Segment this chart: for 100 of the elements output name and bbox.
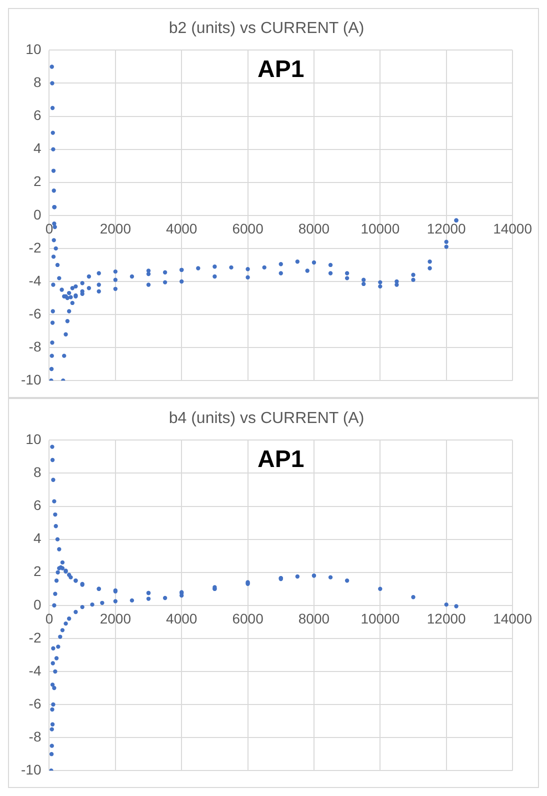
point <box>411 595 416 600</box>
point <box>428 266 432 270</box>
point <box>162 280 168 284</box>
point <box>50 320 55 325</box>
y-tick-label: -10 <box>21 761 42 778</box>
point <box>312 260 316 265</box>
point <box>295 574 300 579</box>
y-tick-label: 6 <box>33 497 42 514</box>
point <box>444 602 448 607</box>
x-tick-label: 12000 <box>426 610 466 627</box>
point <box>66 309 72 314</box>
point <box>64 621 68 626</box>
x-tick-label: 8000 <box>298 610 330 627</box>
y-tick-label: 4 <box>33 140 42 156</box>
point <box>96 282 101 287</box>
x-tick-label: 6000 <box>232 220 264 237</box>
point <box>344 276 350 280</box>
point <box>56 570 60 574</box>
point <box>278 271 283 276</box>
point <box>54 578 59 583</box>
y-tick-label: -6 <box>28 305 42 322</box>
point <box>162 270 168 274</box>
y-tick-label: 2 <box>33 563 42 580</box>
point <box>50 707 54 712</box>
point <box>344 271 350 276</box>
point <box>51 702 56 707</box>
point <box>90 602 94 607</box>
x-tick-label: 10000 <box>360 220 400 237</box>
point <box>74 610 78 614</box>
point <box>444 240 448 244</box>
point <box>378 284 382 289</box>
x-tick-label: 14000 <box>493 610 532 627</box>
point <box>113 278 118 282</box>
point <box>50 340 54 345</box>
point <box>394 279 399 284</box>
point <box>86 286 92 290</box>
point <box>68 575 73 580</box>
x-tick-label: 2000 <box>100 220 132 237</box>
point <box>96 289 101 294</box>
point <box>50 64 54 69</box>
point <box>262 265 266 270</box>
point <box>53 512 58 517</box>
point <box>394 282 399 287</box>
point <box>68 295 73 300</box>
point <box>52 603 56 608</box>
y-tick-label: 0 <box>33 206 42 222</box>
point <box>229 265 234 270</box>
point <box>212 274 217 279</box>
y-tick-label: 4 <box>33 530 42 546</box>
point <box>60 288 64 292</box>
point <box>57 547 62 552</box>
annotation: AP1 <box>258 446 304 473</box>
point <box>344 578 350 583</box>
point <box>411 272 416 277</box>
point <box>86 274 92 279</box>
point <box>113 269 118 274</box>
point <box>50 81 54 86</box>
x-tick-label: 12000 <box>426 220 466 237</box>
point <box>328 575 333 580</box>
point <box>51 147 56 152</box>
point <box>162 596 168 600</box>
point <box>96 271 101 276</box>
point <box>62 354 66 358</box>
y-tick-label: 2 <box>33 173 42 190</box>
y-tick-label: -10 <box>21 371 42 388</box>
point <box>52 188 56 193</box>
y-tick-label: 0 <box>33 596 42 612</box>
point <box>53 592 58 596</box>
point <box>51 168 56 173</box>
point <box>60 560 65 565</box>
point <box>49 752 54 756</box>
point <box>52 205 56 210</box>
point <box>428 260 432 264</box>
point <box>56 644 60 649</box>
point <box>295 260 300 264</box>
y-tick-label: 10 <box>26 41 42 58</box>
point <box>328 262 333 268</box>
x-tick-label: 6000 <box>232 610 264 627</box>
y-tick-label: 8 <box>33 464 42 480</box>
point <box>362 278 366 282</box>
point <box>70 286 74 290</box>
point <box>51 646 56 650</box>
point <box>74 284 78 289</box>
x-tick-label: 14000 <box>493 220 532 237</box>
y-tick-label: -8 <box>28 728 42 744</box>
point <box>196 266 200 270</box>
point <box>57 276 62 280</box>
point <box>55 262 60 268</box>
point <box>53 669 58 674</box>
point <box>100 600 104 606</box>
point <box>212 264 217 269</box>
point <box>51 282 56 287</box>
point <box>54 246 58 251</box>
point <box>362 282 366 286</box>
point <box>50 106 55 110</box>
point <box>328 271 333 276</box>
point <box>130 598 134 603</box>
point <box>113 286 118 292</box>
point <box>58 634 62 639</box>
point <box>52 238 56 242</box>
